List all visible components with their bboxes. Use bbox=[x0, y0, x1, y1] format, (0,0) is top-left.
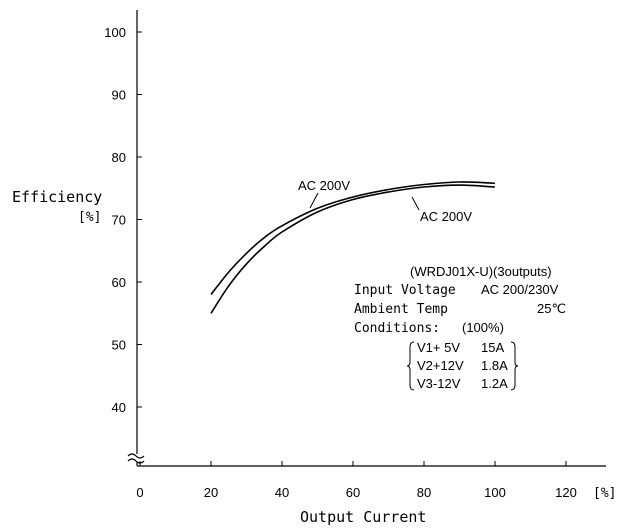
series-line-2 bbox=[210, 184, 496, 314]
output-v1-current: 15A bbox=[481, 340, 504, 355]
series-label-1: AC 200V bbox=[298, 178, 350, 193]
series-line-1 bbox=[210, 181, 496, 296]
y-axis-unit: [%] bbox=[78, 210, 101, 225]
output-v3-name: V3-12V bbox=[417, 376, 461, 391]
conditions-value: (100%) bbox=[462, 320, 504, 335]
conditions-annotation: (WRDJ01X-U)(3outputs) Input Voltage AC 2… bbox=[354, 264, 566, 391]
x-tick-label-0: 0 bbox=[136, 485, 143, 500]
x-tick-label-100: 100 bbox=[484, 485, 506, 500]
x-tick-label-60: 60 bbox=[346, 485, 360, 500]
chart-ticks: 40 50 60 70 80 90 100 0 20 40 60 80 100 120 bbox=[104, 25, 577, 500]
y-tick-label-60: 60 bbox=[112, 275, 126, 290]
output-v2-name: V2+12V bbox=[417, 358, 464, 373]
x-tick-label-40: 40 bbox=[275, 485, 289, 500]
y-tick-label-40: 40 bbox=[112, 400, 126, 415]
input-voltage-value: AC 200/230V bbox=[481, 282, 559, 297]
ambient-temp-label: Ambient Temp bbox=[354, 302, 448, 317]
y-tick-label-90: 90 bbox=[112, 88, 126, 103]
model-label: (WRDJ01X-U)(3outputs) bbox=[410, 264, 552, 279]
chart-axes bbox=[127, 10, 606, 467]
axis-break-mark-lower bbox=[127, 458, 145, 464]
y-tick-label-100: 100 bbox=[104, 25, 126, 40]
y-tick-label-70: 70 bbox=[112, 213, 126, 228]
x-axis-title: Output Current bbox=[300, 508, 426, 526]
series-label-1-leader bbox=[309, 192, 319, 209]
chart-series bbox=[210, 181, 496, 314]
output-v3-current: 1.2A bbox=[481, 376, 508, 391]
x-axis-unit: [%] bbox=[593, 486, 616, 501]
y-axis-title: Efficiency bbox=[12, 188, 102, 206]
y-tick-label-80: 80 bbox=[112, 150, 126, 165]
series-label-2: AC 200V bbox=[420, 209, 472, 224]
series-label-2-leader bbox=[411, 196, 420, 211]
output-v1-name: V1+ 5V bbox=[417, 340, 460, 355]
y-tick-label-50: 50 bbox=[112, 338, 126, 353]
x-tick-label-80: 80 bbox=[417, 485, 431, 500]
input-voltage-label: Input Voltage bbox=[354, 283, 456, 298]
x-tick-label-120: 120 bbox=[555, 485, 577, 500]
right-brace bbox=[510, 341, 519, 391]
output-v2-current: 1.8A bbox=[481, 358, 508, 373]
axis-break-mark-upper bbox=[127, 453, 145, 459]
x-tick-label-20: 20 bbox=[204, 485, 218, 500]
conditions-label: Conditions: bbox=[354, 321, 440, 336]
ambient-temp-value: 25℃ bbox=[537, 301, 566, 316]
left-brace bbox=[406, 341, 415, 391]
